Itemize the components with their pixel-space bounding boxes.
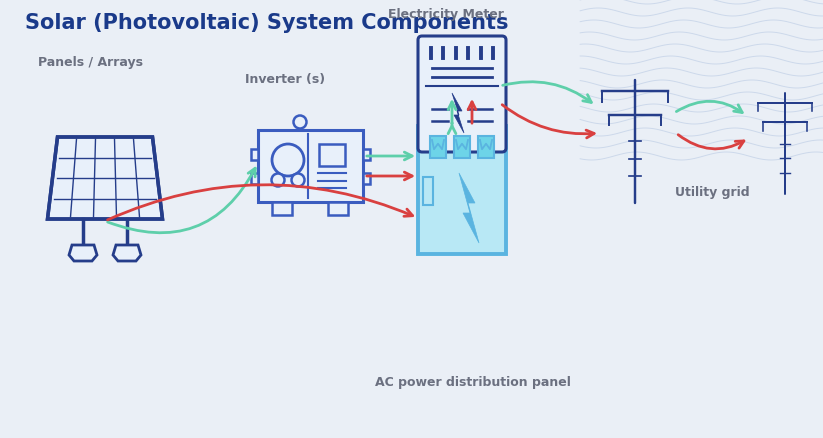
FancyBboxPatch shape [328,202,348,215]
Text: AC power distribution panel: AC power distribution panel [375,376,571,389]
FancyBboxPatch shape [362,173,370,184]
FancyBboxPatch shape [250,148,258,159]
Text: Utility grid: Utility grid [675,186,750,199]
Polygon shape [48,137,162,219]
FancyBboxPatch shape [250,173,258,184]
Circle shape [291,173,305,187]
Text: Solar (Photovoltaic) System Components: Solar (Photovoltaic) System Components [25,13,509,33]
FancyBboxPatch shape [362,148,370,159]
Circle shape [272,144,304,176]
FancyBboxPatch shape [423,177,433,205]
Text: Panels / Arrays: Panels / Arrays [38,56,143,69]
Polygon shape [113,245,141,261]
FancyBboxPatch shape [319,144,345,166]
Text: Electricity Meter: Electricity Meter [388,8,504,21]
FancyBboxPatch shape [478,136,494,158]
Polygon shape [69,245,97,261]
Circle shape [272,173,285,187]
FancyBboxPatch shape [430,136,446,158]
Circle shape [294,116,306,128]
FancyBboxPatch shape [418,36,506,152]
FancyBboxPatch shape [418,126,506,254]
Text: Inverter (s): Inverter (s) [245,73,325,86]
Polygon shape [459,173,479,243]
FancyBboxPatch shape [258,130,362,202]
FancyBboxPatch shape [454,136,470,158]
FancyBboxPatch shape [272,202,292,215]
Polygon shape [452,93,464,133]
